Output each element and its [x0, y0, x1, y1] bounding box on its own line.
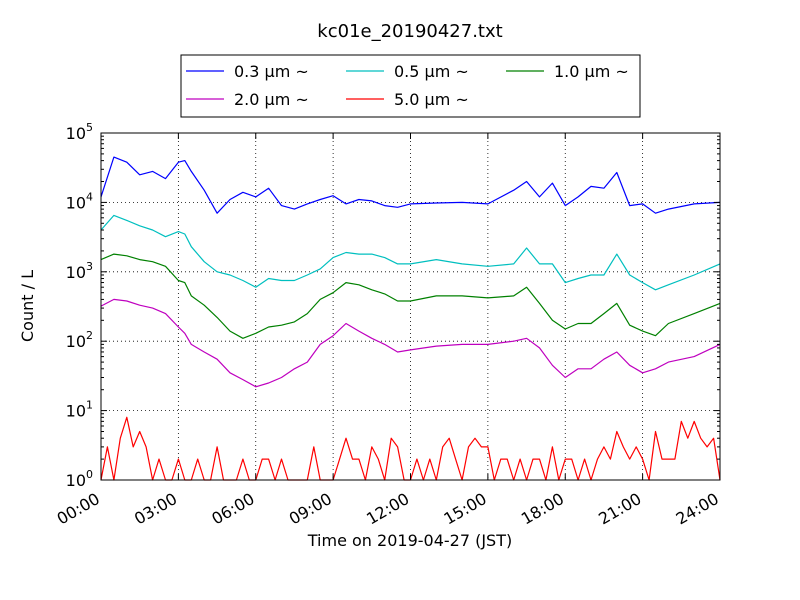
legend-label: 2.0 μm ~: [234, 90, 309, 109]
series-line: [100, 416, 721, 481]
y-tick-label: 105: [66, 121, 93, 143]
x-tick-label: 24:00: [673, 489, 722, 529]
legend-label: 0.5 μm ~: [394, 62, 469, 81]
y-tick-label: 100: [66, 468, 93, 490]
series-line: [100, 214, 721, 291]
x-axis-label: Time on 2019-04-27 (JST): [307, 531, 512, 550]
legend: 0.3 μm ~ 0.5 μm ~ 1.0 μm ~ 2.0 μm ~ 5.0 μm ~: [180, 54, 641, 118]
legend-label: 5.0 μm ~: [394, 90, 469, 109]
chart-title: kc01e_20190427.txt: [317, 21, 502, 42]
y-tick-labels: 100 101 102 103 104 105: [66, 121, 93, 490]
x-tick-label: 15:00: [440, 489, 489, 529]
grid-lines: [101, 133, 720, 480]
y-axis-label: Count / L: [18, 270, 37, 342]
legend-box: [180, 54, 641, 118]
x-tick-label: 09:00: [286, 489, 335, 529]
x-tick-labels: 00:00 03:00 06:00 09:00 12:00 15:00 18:00 21:00…: [54, 489, 722, 529]
series-line: [100, 156, 721, 214]
x-tick-label: 03:00: [131, 489, 180, 529]
x-tick-label: 12:00: [363, 489, 412, 529]
axis-ticks: [100, 132, 721, 481]
y-tick-label: 102: [66, 329, 93, 351]
y-tick-label: 104: [66, 190, 93, 212]
series-line: [100, 298, 721, 388]
y-tick-label: 101: [66, 399, 93, 421]
legend-label: 1.0 μm ~: [554, 62, 629, 81]
y-tick-label: 103: [66, 260, 93, 282]
x-tick-label: 00:00: [54, 489, 103, 529]
series-line: [100, 253, 721, 339]
legend-label: 0.3 μm ~: [234, 62, 309, 81]
x-tick-label: 06:00: [208, 489, 257, 529]
x-tick-label: 21:00: [595, 489, 644, 529]
x-tick-label: 18:00: [518, 489, 567, 529]
